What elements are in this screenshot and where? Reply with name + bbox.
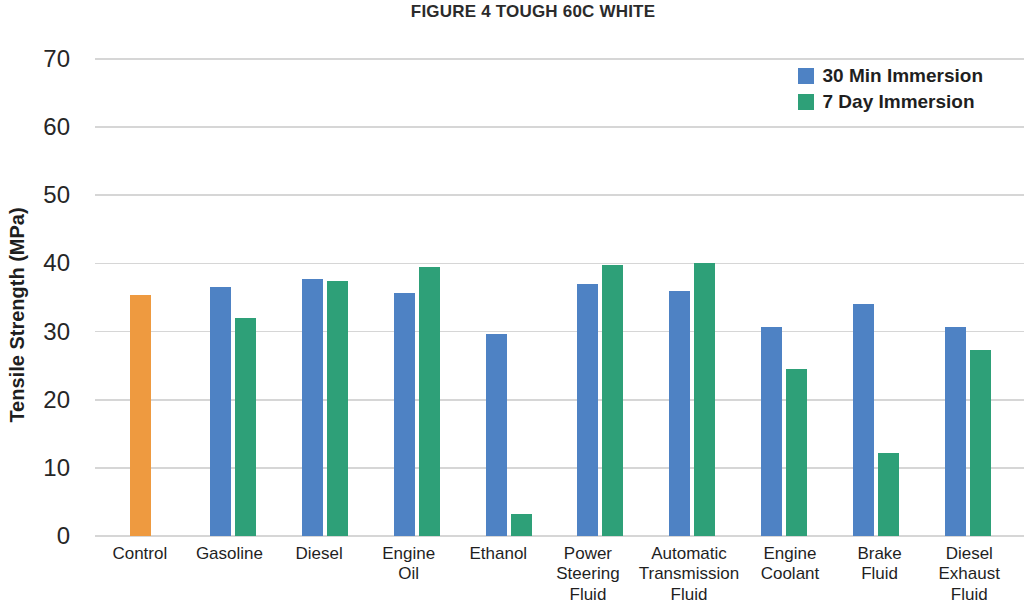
bar-30-min-immersion-engine-coolant: [761, 327, 782, 536]
bar-7-day-immersion-brake-fluid: [878, 453, 899, 536]
bar-30-min-immersion-automatic-transmission-fluid: [669, 291, 690, 536]
bar-7-day-immersion-power-steering-fluid: [602, 265, 623, 536]
legend-item-7-day-immersion: 7 Day Immersion: [798, 92, 984, 111]
y-tick-20: 20: [8, 387, 70, 411]
bar-30-min-immersion-control: [130, 295, 151, 536]
x-label-power-steering-fluid: Power Steering Fluid: [543, 544, 633, 605]
x-label-ethanol: Ethanol: [454, 544, 544, 605]
bar-7-day-immersion-diesel-exhaust-fluid: [970, 350, 991, 536]
bar-7-day-immersion-ethanol: [511, 514, 532, 536]
bar-30-min-immersion-ethanol: [486, 334, 507, 536]
bar-group-engine-coolant: [738, 59, 830, 536]
bar-7-day-immersion-gasoline: [235, 318, 256, 536]
legend: 30 Min Immersion 7 Day Immersion: [798, 66, 984, 111]
y-tick-40: 40: [8, 251, 70, 275]
legend-item-30-min-immersion: 30 Min Immersion: [798, 66, 984, 85]
bar-30-min-immersion-engine-oil: [394, 293, 415, 536]
bar-group-diesel-exhaust-fluid: [922, 59, 1014, 536]
legend-label-30-min-immersion: 30 Min Immersion: [823, 66, 984, 85]
bar-group-control: [95, 59, 187, 536]
bar-group-gasoline: [187, 59, 279, 536]
bar-30-min-immersion-brake-fluid: [853, 304, 874, 536]
bar-7-day-immersion-automatic-transmission-fluid: [694, 263, 715, 536]
x-label-engine-oil: Engine Oil: [364, 544, 454, 605]
bar-group-ethanol: [463, 59, 555, 536]
bar-group-diesel: [279, 59, 371, 536]
y-tick-0: 0: [8, 524, 70, 548]
bar-group-power-steering-fluid: [555, 59, 647, 536]
bar-30-min-immersion-power-steering-fluid: [577, 284, 598, 536]
bar-30-min-immersion-diesel: [302, 279, 323, 536]
bar-group-engine-oil: [371, 59, 463, 536]
bar-30-min-immersion-diesel-exhaust-fluid: [945, 327, 966, 536]
x-label-diesel-exhaust-fluid: Diesel Exhaust Fluid: [924, 544, 1014, 605]
x-label-engine-coolant: Engine Coolant: [745, 544, 835, 605]
legend-label-7-day-immersion: 7 Day Immersion: [823, 92, 975, 111]
bar-7-day-immersion-diesel: [327, 281, 348, 536]
legend-swatch-30-min-immersion: [798, 68, 814, 84]
x-label-diesel: Diesel: [274, 544, 364, 605]
y-tick-70: 70: [8, 47, 70, 71]
bar-group-automatic-transmission-fluid: [646, 59, 738, 536]
chart-canvas: FIGURE 4 TOUGH 60C WHITE Tensile Strengt…: [0, 0, 1024, 606]
y-tick-50: 50: [8, 183, 70, 207]
x-label-gasoline: Gasoline: [185, 544, 275, 605]
bar-7-day-immersion-engine-oil: [419, 267, 440, 536]
legend-swatch-7-day-immersion: [798, 94, 814, 110]
bar-group-brake-fluid: [830, 59, 922, 536]
plot-area: [95, 59, 1014, 536]
x-category-labels: ControlGasolineDieselEngine OilEthanolPo…: [95, 544, 1014, 605]
y-tick-60: 60: [8, 115, 70, 139]
y-tick-30: 30: [8, 319, 70, 343]
y-tick-10: 10: [8, 455, 70, 479]
x-label-brake-fluid: Brake Fluid: [835, 544, 925, 605]
y-tick-labels: 706050403020100: [8, 59, 70, 536]
bar-30-min-immersion-gasoline: [210, 287, 231, 536]
x-label-automatic-transmission-fluid: Automatic Transmission Fluid: [633, 544, 745, 605]
bar-7-day-immersion-engine-coolant: [786, 369, 807, 536]
chart-title: FIGURE 4 TOUGH 60C WHITE: [42, 2, 1024, 22]
x-label-control: Control: [95, 544, 185, 605]
